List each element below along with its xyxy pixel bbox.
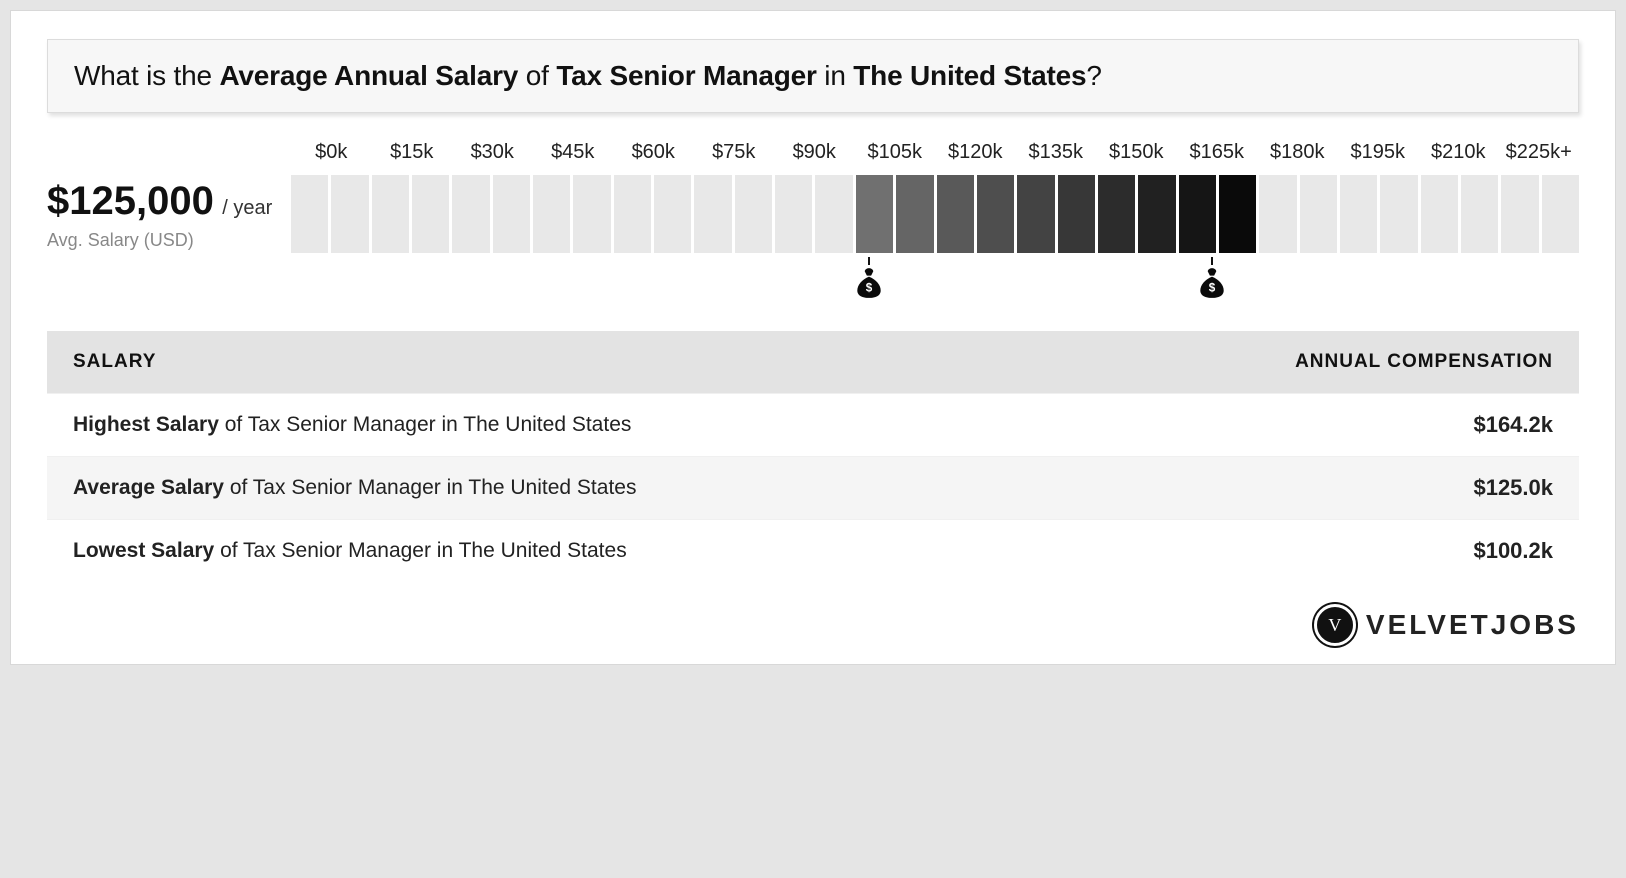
title-text: What is the [74,60,219,91]
range-cell [1501,175,1538,253]
range-cell [815,175,852,253]
range-cell [1098,175,1135,253]
axis-tick: $135k [1016,141,1097,169]
range-cell [493,175,530,253]
title-bar: What is the Average Annual Salary of Tax… [47,39,1579,113]
axis-tick: $60k [613,141,694,169]
range-cell [1017,175,1054,253]
range-cell [896,175,933,253]
salary-card: What is the Average Annual Salary of Tax… [10,10,1616,665]
axis-tick: $75k [694,141,775,169]
money-bag-icon: $ [852,257,886,305]
title-text: of [518,60,556,91]
brand-badge-letter: V [1328,615,1341,636]
range-cell [856,175,893,253]
range-cell [412,175,449,253]
title-bold-1: Average Annual Salary [219,60,518,91]
range-cell [977,175,1014,253]
range-cell [614,175,651,253]
svg-text:$: $ [1209,282,1216,295]
axis-tick: $90k [774,141,855,169]
axis-tick: $225k+ [1499,141,1580,169]
avg-salary-sub: Avg. Salary (USD) [47,230,291,251]
brand-footer: V VELVETJOBS [47,604,1579,646]
range-cell [1421,175,1458,253]
range-cell [452,175,489,253]
range-cell [1542,175,1579,253]
row-value: $100.2k [1066,520,1579,583]
range-cell [1219,175,1256,253]
title-text: ? [1086,60,1101,91]
axis-tick: $105k [855,141,936,169]
row-value: $125.0k [1066,457,1579,520]
title-bold-3: The United States [853,60,1086,91]
range-cell [654,175,691,253]
table-row: Average Salary of Tax Senior Manager in … [47,457,1579,520]
avg-salary-amount: $125,000 [47,179,214,223]
row-label: Highest Salary of Tax Senior Manager in … [47,394,1066,457]
title-bold-2: Tax Senior Manager [556,60,816,91]
range-cell [331,175,368,253]
range-bar [291,175,1579,253]
title-question: What is the Average Annual Salary of Tax… [74,60,1552,92]
range-cell [573,175,610,253]
range-cell [1461,175,1498,253]
range-cell [1259,175,1296,253]
range-cell [1138,175,1175,253]
axis-tick: $165k [1177,141,1258,169]
axis-tick: $120k [935,141,1016,169]
brand-badge: V [1314,604,1356,646]
axis-tick: $0k [291,141,372,169]
axis-tick: $45k [533,141,614,169]
col-salary: SALARY [47,331,1066,394]
svg-text:$: $ [866,282,873,295]
axis-tick: $30k [452,141,533,169]
chart-row: $125,000 / year Avg. Salary (USD) $0k$15… [47,141,1579,307]
avg-salary-unit: / year [222,197,272,219]
col-compensation: ANNUAL COMPENSATION [1066,331,1579,394]
range-cell [291,175,328,253]
range-cell [694,175,731,253]
salary-range-chart: $0k$15k$30k$45k$60k$75k$90k$105k$120k$13… [291,141,1579,307]
range-cell [372,175,409,253]
row-value: $164.2k [1066,394,1579,457]
range-cell [775,175,812,253]
range-cell [1179,175,1216,253]
range-cell [1300,175,1337,253]
money-bag-icon: $ [1195,257,1229,305]
axis-tick: $210k [1418,141,1499,169]
axis-tick: $180k [1257,141,1338,169]
marker-row: $$ [291,257,1579,307]
avg-salary-block: $125,000 / year Avg. Salary (USD) [47,141,291,251]
title-text: in [817,60,854,91]
range-cell [937,175,974,253]
range-cell [533,175,570,253]
salary-table: SALARY ANNUAL COMPENSATION Highest Salar… [47,331,1579,582]
range-cell [1340,175,1377,253]
brand-name: VELVETJOBS [1366,609,1579,641]
axis-labels: $0k$15k$30k$45k$60k$75k$90k$105k$120k$13… [291,141,1579,169]
axis-tick: $150k [1096,141,1177,169]
row-label: Lowest Salary of Tax Senior Manager in T… [47,520,1066,583]
table-row: Lowest Salary of Tax Senior Manager in T… [47,520,1579,583]
row-label: Average Salary of Tax Senior Manager in … [47,457,1066,520]
range-cell [735,175,772,253]
table-row: Highest Salary of Tax Senior Manager in … [47,394,1579,457]
axis-tick: $15k [372,141,453,169]
axis-tick: $195k [1338,141,1419,169]
range-cell [1380,175,1417,253]
range-cell [1058,175,1095,253]
